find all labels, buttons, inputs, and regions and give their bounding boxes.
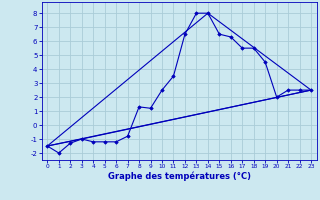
X-axis label: Graphe des températures (°C): Graphe des températures (°C) xyxy=(108,172,251,181)
